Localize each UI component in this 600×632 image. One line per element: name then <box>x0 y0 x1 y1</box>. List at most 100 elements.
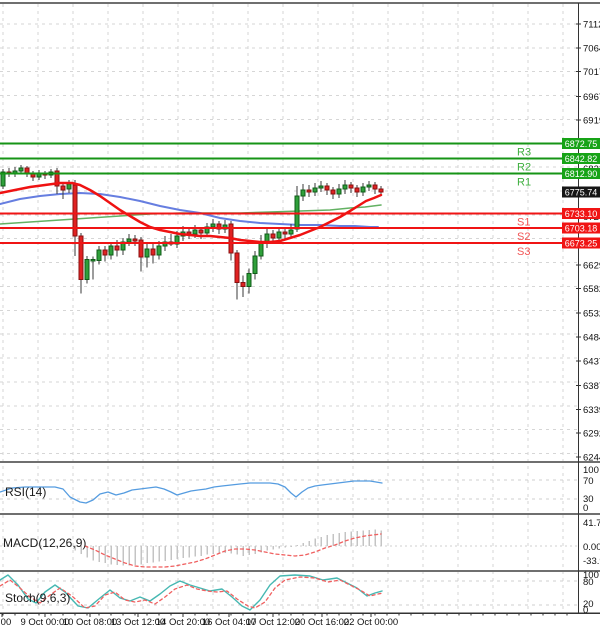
pivot-badge-R1-text: 6812.90 <box>565 169 598 179</box>
candle-bear <box>102 249 108 256</box>
price-tick-label: 6532.80 <box>583 309 600 320</box>
price-tick-label: 6629.95 <box>583 260 600 271</box>
candle-bear <box>132 238 138 242</box>
candle-bull <box>300 189 306 197</box>
price-tick-label: 6244.25 <box>583 453 600 464</box>
candle-bull <box>276 231 282 239</box>
pivot-label-S3: S3 <box>517 246 530 258</box>
candle-bull <box>66 183 72 190</box>
pivot-badge-R3-text: 6872.75 <box>565 139 598 149</box>
stoch-axis-label: 20 <box>583 599 594 610</box>
grid <box>0 4 578 613</box>
price-tick-label: 6919.95 <box>583 116 600 127</box>
pivot-label-S1: S1 <box>517 216 530 228</box>
candle-bull <box>156 245 162 256</box>
pivot-badge-R2-bg <box>562 153 600 165</box>
candle-bear <box>240 282 246 288</box>
stoch-axis-label: 100 <box>583 570 599 581</box>
stoch-indicator-label: Stoch(9,6,3) <box>5 591 70 605</box>
price-tick-label: 7064.95 <box>583 43 600 54</box>
pivot-label-R1: R1 <box>517 177 531 189</box>
price-axis: 7112.807064.957017.106967.806919.956822.… <box>576 20 600 616</box>
rsi-line <box>0 480 383 504</box>
rsi-axis-label: 30 <box>583 494 594 505</box>
pivot-badge-R1-bg <box>562 168 600 180</box>
current-price-badge-bg <box>562 186 600 198</box>
candle-bull <box>318 185 324 189</box>
candle-bull <box>126 238 132 243</box>
macd-signal-line <box>84 533 382 568</box>
time-tick-label: 10 Oct 08:00 <box>63 617 117 628</box>
main-price-chart[interactable]: R3 R2 R1 S1 S2 S3 <box>0 142 578 300</box>
candle-bear <box>348 184 354 189</box>
pivot-badge-S3-text: 6673.25 <box>565 239 598 249</box>
candle-bear <box>78 235 84 281</box>
pivot-badge-S1-bg <box>562 207 600 219</box>
pivot-badge-R2-text: 6842.82 <box>565 154 598 164</box>
rsi-indicator-label: RSI(14) <box>5 485 46 499</box>
rsi-axis-label: 0 <box>583 503 588 514</box>
candle-bull <box>192 229 198 235</box>
macd-panel[interactable] <box>74 529 382 568</box>
price-tick-label: 6967.80 <box>583 92 600 103</box>
candle-bear <box>138 239 144 258</box>
candle-bull <box>96 249 102 262</box>
candle-bull <box>120 241 126 251</box>
candle-bull <box>366 184 372 188</box>
macd-axis-label: 41.796 <box>583 518 600 529</box>
candle-bull <box>18 167 24 172</box>
time-tick-label: 14 Oct 20:00 <box>156 617 210 628</box>
ma-red-line <box>0 181 383 244</box>
price-tick-label: 6339.95 <box>583 405 600 416</box>
price-tick-label: 6292.10 <box>583 429 600 440</box>
candle-bear <box>60 185 66 191</box>
pivot-label-R3: R3 <box>517 147 531 159</box>
candle-bull <box>288 229 294 235</box>
candle-bear <box>114 245 120 251</box>
candle-bear <box>330 189 336 195</box>
time-tick-label: 6:00 <box>0 617 11 628</box>
candle-bear <box>324 185 330 191</box>
candle-bull <box>90 259 96 262</box>
price-tick-label: 6582.10 <box>583 284 600 295</box>
rsi-panel[interactable] <box>0 480 383 504</box>
time-tick-label: 9 Oct 00:00 <box>20 617 69 628</box>
price-badges: 6872.75 6842.82 6812.90 6733.10 6703.18 6673.… <box>562 138 600 249</box>
candle-bull <box>360 186 366 193</box>
rsi-axis-label: 70 <box>583 476 594 487</box>
candle-bear <box>234 252 240 284</box>
candle-bull <box>210 223 216 228</box>
stoch-panel[interactable] <box>0 574 384 611</box>
time-tick-label: 13 Oct 12:00 <box>111 617 165 628</box>
price-tick-label: 7112.80 <box>583 20 600 31</box>
macd-indicator-label: MACD(12,26,9) <box>3 536 86 550</box>
candle-bull <box>204 226 210 234</box>
candles <box>0 165 384 300</box>
candle-bull <box>312 187 318 193</box>
candle-bear <box>150 248 156 256</box>
candle-bear <box>282 231 288 235</box>
panel-frame <box>0 2 600 614</box>
candle-bear <box>354 187 360 193</box>
candle-bull <box>108 245 114 256</box>
candle-bear <box>372 184 378 190</box>
price-tick-label: 6387.80 <box>583 381 600 392</box>
price-tick-label: 7017.10 <box>583 67 600 78</box>
stoch-signal-line <box>0 576 384 609</box>
time-tick-label: 22 Oct 00:00 <box>344 617 398 628</box>
candle-bull <box>0 171 6 187</box>
candle-bull <box>84 259 90 281</box>
time-tick-label: 17 Oct 12:00 <box>246 617 300 628</box>
candle-bear <box>198 229 204 234</box>
pivot-badge-S2-text: 6703.18 <box>565 224 598 234</box>
price-tick-label: 6484.95 <box>583 333 600 344</box>
candle-bull <box>144 248 150 258</box>
candle-bull <box>246 273 252 288</box>
pivot-badge-S2-bg <box>562 222 600 234</box>
candle-bear <box>270 233 276 239</box>
rsi-axis-label: 100 <box>583 465 599 476</box>
macd-axis-label: 0.00 <box>583 542 600 553</box>
